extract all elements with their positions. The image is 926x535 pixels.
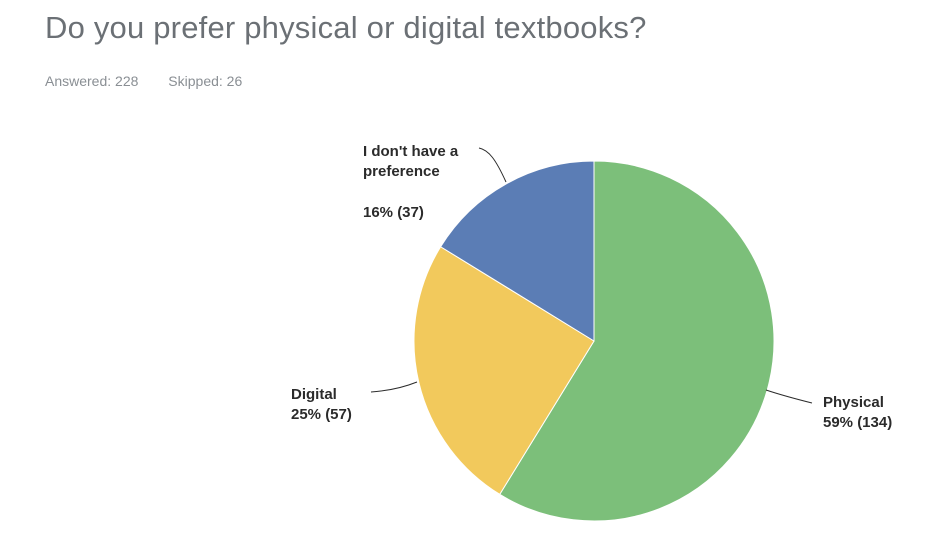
pie-slices (413, 160, 775, 522)
pie-slice-digital (413, 246, 595, 496)
question-title: Do you prefer physical or digital textbo… (45, 10, 647, 45)
slice-value-preference: 16% (37) (363, 204, 424, 221)
slice-value-physical: 59% (134) (823, 414, 892, 431)
response-stats: Answered: 228 Skipped: 26 (45, 73, 242, 89)
leader-line-digital (370, 381, 418, 393)
slice-label-digital: Digital (291, 386, 337, 403)
leader-line-preference (478, 147, 507, 183)
slice-label-preference-line2: preference (363, 163, 440, 180)
skipped-count: Skipped: 26 (168, 73, 243, 89)
leader-line-physical (765, 389, 813, 404)
answered-count: Answered: 228 (45, 73, 139, 89)
leader-lines (370, 147, 813, 404)
pie-slice-preference (439, 160, 595, 342)
slice-label-physical: Physical (823, 394, 884, 411)
slice-label-preference-line1: I don't have a (363, 143, 459, 160)
slice-labels: I don't have a preference 16% (37) Digit… (291, 143, 892, 431)
slice-value-digital: 25% (57) (291, 406, 352, 423)
